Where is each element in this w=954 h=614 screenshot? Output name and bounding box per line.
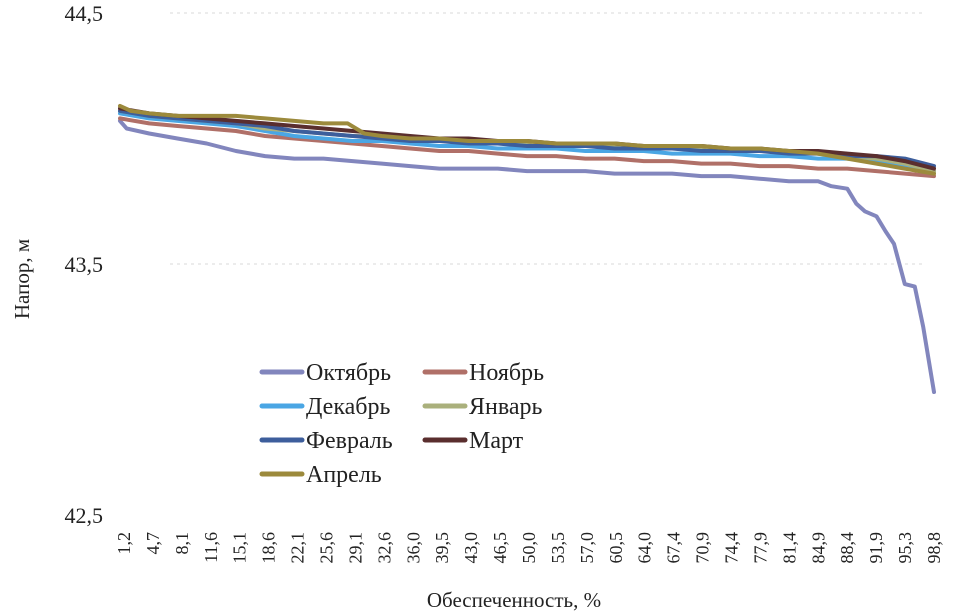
x-tick-label: 29,1	[345, 532, 365, 564]
x-axis-title: Обеспеченность, %	[427, 588, 601, 612]
x-tick-label: 8,1	[172, 532, 192, 555]
x-tick-label: 18,6	[259, 532, 279, 564]
x-tick-label: 81,4	[779, 532, 799, 564]
x-tick-label: 57,0	[577, 532, 597, 564]
legend: Октябрь Ноябрь Декабрь Январь Февраль Март Апр…	[259, 360, 544, 488]
x-tick-label: 43,0	[461, 532, 481, 564]
series-line	[118, 116, 936, 179]
legend-label: Апрель	[306, 462, 382, 488]
series-line	[118, 111, 936, 174]
x-tick-label: 60,5	[606, 532, 626, 564]
y-tick-label: 43,5	[65, 252, 104, 277]
x-tick-label: 4,7	[143, 532, 163, 555]
legend-label: Март	[469, 428, 524, 454]
x-tick-label: 11,6	[201, 532, 221, 563]
legend-label: Декабрь	[306, 394, 390, 420]
legend-label: Февраль	[306, 428, 393, 454]
y-tick-label: 42,5	[65, 503, 104, 528]
x-tick-label: 98,8	[924, 532, 944, 564]
x-tick-label: 70,9	[693, 532, 713, 564]
x-axis-ticks: 1,2 4,7 8,1 11,6 15,1 18,6 22,1 25,6 29,1 32,6 36,…	[114, 532, 944, 564]
y-axis-ticks: 42,5 43,5 44,5	[65, 1, 104, 528]
x-tick-label: 95,3	[895, 532, 915, 564]
legend-label: Октябрь	[306, 360, 391, 386]
x-tick-label: 39,5	[432, 532, 452, 564]
x-tick-label: 84,9	[808, 532, 828, 564]
series-line	[118, 118, 936, 394]
y-axis-title: Напор, м	[10, 239, 34, 319]
legend-label: Ноябрь	[469, 360, 544, 386]
x-tick-label: 36,0	[403, 532, 423, 564]
x-tick-label: 25,6	[317, 532, 337, 564]
x-tick-label: 22,1	[288, 532, 308, 564]
x-tick-label: 46,5	[490, 532, 510, 564]
x-tick-label: 77,9	[750, 532, 770, 564]
x-tick-label: 15,1	[230, 532, 250, 564]
x-tick-label: 50,0	[519, 532, 539, 564]
x-tick-label: 1,2	[114, 532, 134, 555]
series-line	[118, 103, 936, 176]
x-tick-label: 67,4	[664, 532, 684, 564]
x-tick-label: 74,4	[722, 532, 742, 564]
x-tick-label: 64,0	[635, 532, 655, 564]
legend-label: Январь	[469, 394, 543, 420]
x-tick-label: 32,6	[374, 532, 394, 564]
x-tick-label: 91,9	[866, 532, 886, 564]
x-tick-label: 53,5	[548, 532, 568, 564]
y-tick-label: 44,5	[65, 1, 104, 26]
x-tick-label: 88,4	[837, 532, 857, 564]
series-lines	[118, 103, 936, 394]
